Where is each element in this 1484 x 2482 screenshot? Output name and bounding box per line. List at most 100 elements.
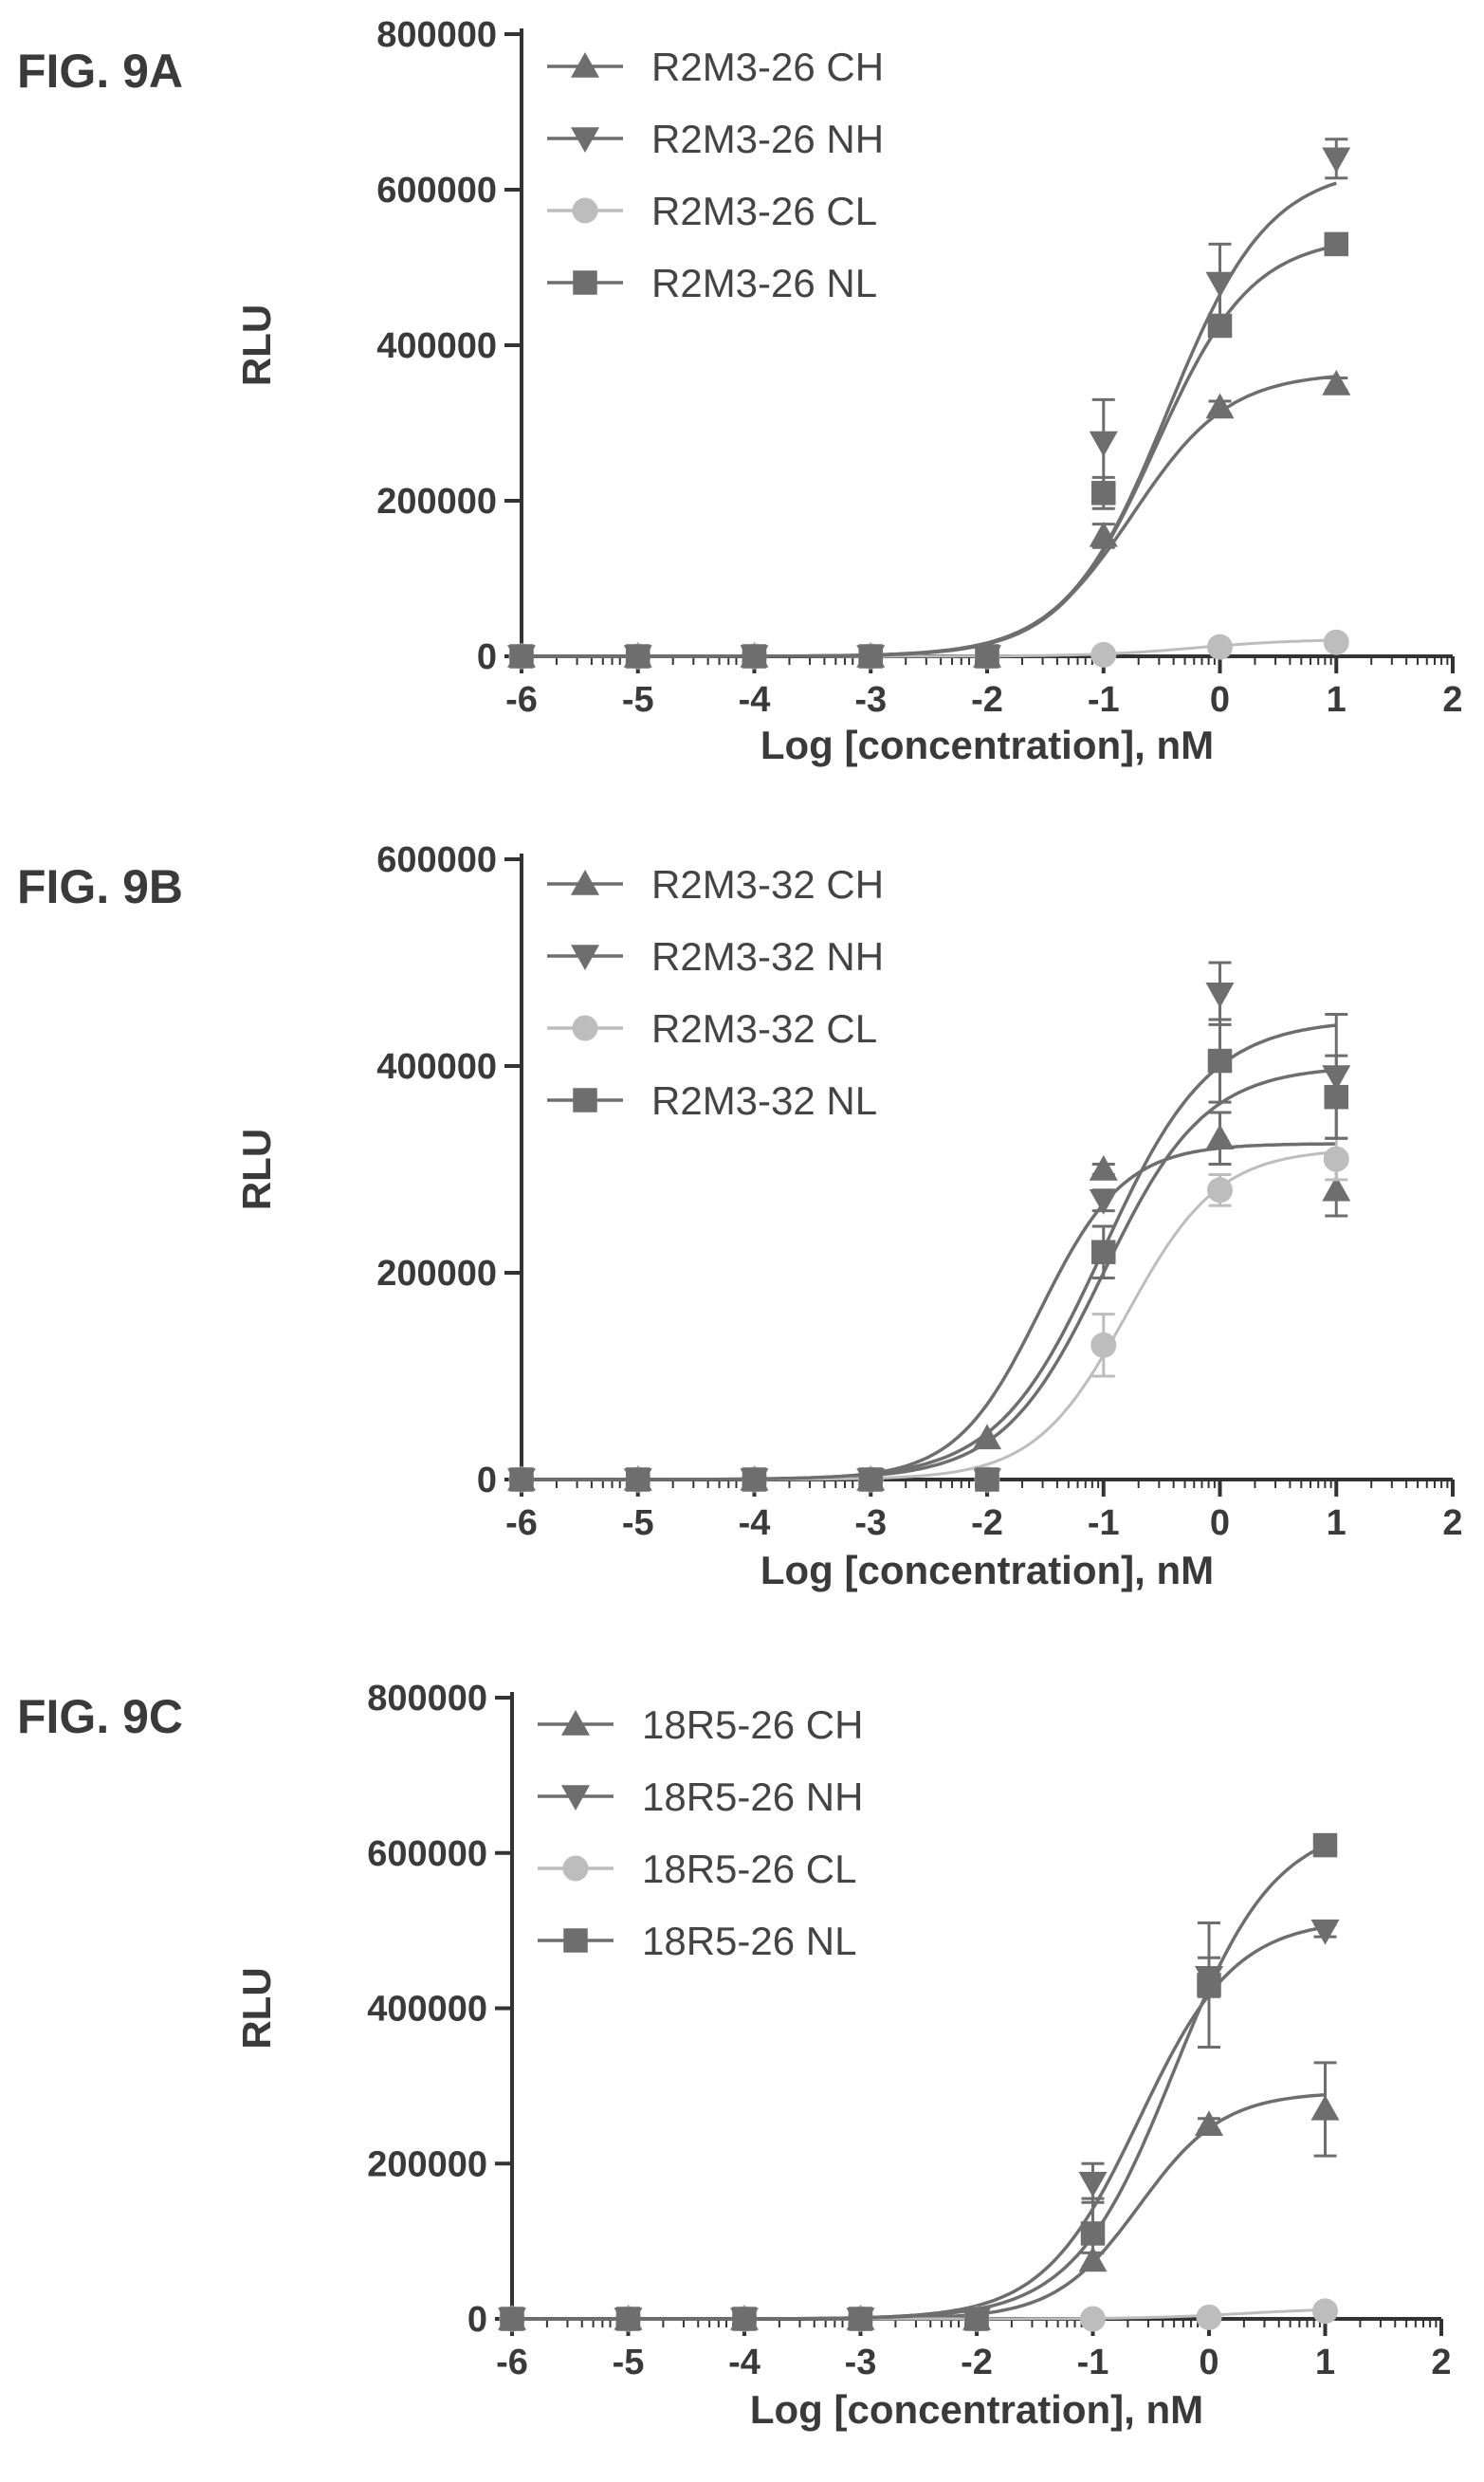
- data-point-triangle-up: [1205, 393, 1235, 419]
- x-tick-label: -5: [613, 2343, 645, 2382]
- x-tick-label: 2: [1431, 2343, 1451, 2382]
- legend-label: R2M3-26 NL: [651, 261, 877, 305]
- series-r2m3-32-cl: [508, 1136, 1349, 1493]
- y-tick-label: 800000: [376, 15, 497, 55]
- data-point-triangle-down: [1310, 1919, 1340, 1945]
- x-axis-title: Log [concentration], nM: [760, 1548, 1214, 1592]
- legend-label: R2M3-32 NL: [651, 1078, 877, 1123]
- legend-entry: 18R5-26 CL: [538, 1847, 856, 1891]
- data-point-circle: [1312, 2298, 1338, 2325]
- data-point-triangle-up: [1089, 1155, 1118, 1181]
- legend-marker-triangle-down: [571, 945, 599, 970]
- y-tick-label: 400000: [376, 326, 497, 366]
- data-point-triangle-up: [973, 1424, 1001, 1450]
- y-tick-label: 600000: [376, 171, 497, 211]
- data-point-circle: [1090, 641, 1117, 668]
- x-tick-label: -5: [622, 680, 654, 720]
- x-tick-label: -3: [854, 680, 887, 720]
- data-point-square: [626, 1467, 650, 1492]
- data-point-square: [1197, 1973, 1221, 1997]
- data-point-triangle-down: [1205, 271, 1235, 298]
- legend-marker-triangle-down: [571, 127, 599, 153]
- fit-curve: [522, 244, 1337, 658]
- y-tick-label: 400000: [376, 1047, 497, 1087]
- panel-fig-9b: FIG. 9B 0 200000 400000 600000 -6 -5 -4 -3 -2 -1 0 1…: [17, 840, 1463, 1592]
- series-r2m3-32-nh: [507, 961, 1351, 1494]
- data-point-square: [1207, 313, 1233, 339]
- data-point-triangle-up: [1322, 370, 1351, 395]
- x-tick-label: 2: [1442, 680, 1462, 720]
- x-tick-label: -1: [1088, 1503, 1120, 1543]
- legend-entry: R2M3-32 NL: [547, 1078, 877, 1123]
- data-point-square: [858, 644, 883, 669]
- data-point-square: [858, 1467, 883, 1492]
- data-point-circle: [1207, 1177, 1233, 1204]
- data-point-square: [1312, 1832, 1338, 1858]
- legend-entry: R2M3-32 CL: [547, 1006, 877, 1051]
- y-tick-label: 400000: [367, 1990, 487, 2030]
- data-point-triangle-down: [1078, 2172, 1108, 2197]
- y-axis-title: RLU: [234, 304, 279, 386]
- data-point-square: [1091, 1240, 1116, 1264]
- legend-label: R2M3-32 NH: [651, 934, 884, 979]
- legend-label: R2M3-32 CH: [651, 862, 884, 907]
- x-tick-label: -6: [505, 1503, 538, 1543]
- data-point-square: [1207, 1048, 1233, 1074]
- y-axis-title: RLU: [234, 1967, 279, 2049]
- series-r2m3-32-nl: [509, 1018, 1348, 1492]
- legend-marker-circle: [572, 197, 598, 224]
- data-point-square: [1091, 481, 1116, 506]
- data-point-circle: [1090, 1332, 1117, 1358]
- legend-label: R2M3-26 NH: [651, 117, 884, 161]
- data-point-square: [1324, 231, 1348, 257]
- legend-marker-triangle-down: [561, 1785, 590, 1811]
- x-tick-label: -6: [505, 680, 538, 720]
- legend-entry: R2M3-32 CH: [547, 862, 884, 907]
- legend-marker-square: [573, 270, 597, 295]
- x-tick-label: -1: [1088, 680, 1120, 720]
- legend-label: R2M3-26 CL: [651, 189, 877, 233]
- x-tick-label: 0: [1210, 680, 1230, 720]
- data-point-triangle-down: [1089, 1189, 1118, 1215]
- legend-entry: 18R5-26 NH: [538, 1774, 863, 1819]
- x-tick-label: 1: [1315, 2343, 1335, 2382]
- data-point-square: [1080, 2221, 1106, 2246]
- x-tick-label: 2: [1442, 1503, 1462, 1543]
- x-tick-label: -5: [622, 1503, 654, 1543]
- data-point-square: [742, 1467, 767, 1492]
- panel-fig-9c: FIG. 9C 0 200000 400000 600000 800000 -6 -5 -4 -3…: [17, 1679, 1452, 2432]
- panel-fig-9a: FIG. 9A 0 200000 400000 600000 800000 -6 -5 -4 -3…: [17, 15, 1463, 767]
- panel-label: FIG. 9A: [17, 45, 183, 98]
- legend-marker-circle: [562, 1855, 589, 1882]
- series-18r5-26-ch: [498, 2061, 1340, 2330]
- legend-label: 18R5-26 CH: [642, 1702, 863, 1747]
- series-r2m3-26-ch: [507, 370, 1351, 668]
- data-point-triangle-down: [1205, 983, 1235, 1008]
- y-tick-label: 200000: [376, 1254, 497, 1294]
- data-point-triangle-up: [1322, 1175, 1351, 1202]
- data-point-triangle-up: [1310, 2094, 1340, 2121]
- data-point-triangle-down: [1322, 147, 1351, 174]
- y-tick-label: 600000: [367, 1834, 487, 1874]
- data-point-square: [975, 644, 999, 669]
- x-tick-label: 0: [1199, 2343, 1218, 2382]
- x-tick-label: -2: [971, 680, 1003, 720]
- legend-entry: R2M3-26 NH: [547, 117, 884, 161]
- x-tick-label: -4: [728, 2343, 760, 2382]
- y-tick-label: 200000: [367, 2144, 487, 2184]
- x-tick-label: -4: [739, 1503, 771, 1543]
- legend-entry: 18R5-26 NL: [538, 1919, 856, 1963]
- y-tick-label: 200000: [376, 482, 497, 522]
- legend-marker-square: [573, 1088, 597, 1112]
- legend-marker-triangle-up: [571, 870, 599, 895]
- data-point-square: [509, 644, 534, 669]
- y-tick-label: 0: [477, 637, 497, 677]
- series-r2m3-26-nl: [509, 231, 1348, 669]
- legend-label: 18R5-26 NH: [642, 1774, 863, 1819]
- x-tick-label: -6: [496, 2343, 528, 2382]
- legend-label: 18R5-26 NL: [642, 1919, 856, 1963]
- data-point-triangle-up: [1205, 1124, 1235, 1149]
- legend-marker-triangle-up: [571, 52, 599, 78]
- legend-marker-triangle-up: [561, 1710, 590, 1736]
